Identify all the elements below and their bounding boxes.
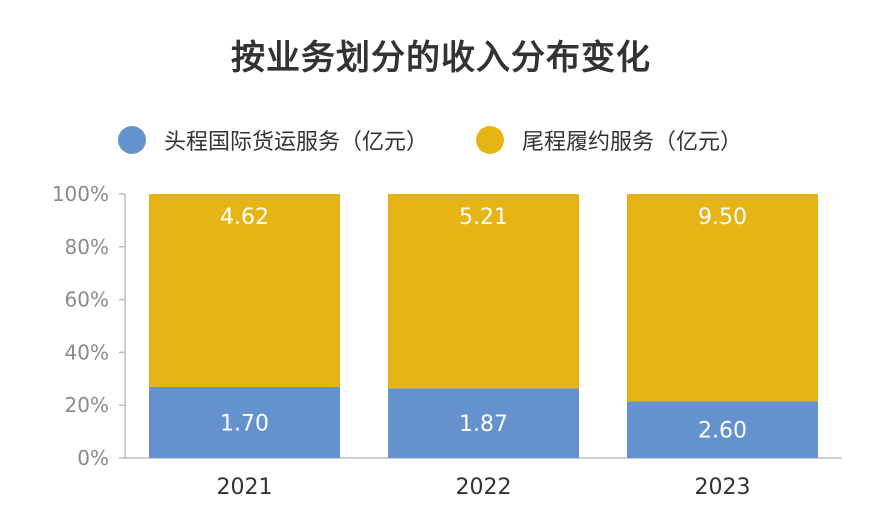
legend-swatch-last-mile (476, 126, 504, 154)
x-tick-label: 2022 (456, 475, 512, 500)
bar-segment (149, 194, 340, 387)
chart-title: 按业务划分的收入分布变化 (231, 38, 651, 78)
y-tick-label: 0% (77, 446, 109, 470)
legend-label-last-mile: 尾程履约服务（亿元） (522, 130, 743, 155)
legend-item-last-mile: 尾程履约服务（亿元） (476, 120, 742, 160)
y-tick-label: 60% (65, 288, 109, 312)
legend-swatch-first-mile (118, 126, 146, 154)
data-label: 2.60 (698, 419, 747, 444)
bar-segment (149, 386, 340, 458)
data-label: 5.21 (459, 205, 508, 230)
data-label: 1.70 (220, 411, 269, 436)
y-tick-label: 20% (65, 393, 109, 417)
data-label: 4.62 (220, 205, 269, 230)
y-tick-label: 80% (65, 235, 109, 259)
bar-segment (388, 194, 579, 389)
y-tick-label: 100% (52, 182, 109, 206)
y-tick-label: 40% (65, 340, 109, 364)
legend-item-first-mile: 头程国际货运服务（亿元） (118, 120, 428, 160)
data-label: 1.87 (459, 412, 508, 437)
data-label: 9.50 (698, 205, 747, 230)
bar-segment (388, 388, 579, 458)
bar-segment (627, 401, 818, 458)
bar-segment (627, 194, 818, 402)
x-tick-label: 2023 (695, 475, 751, 500)
legend: 头程国际货运服务（亿元） 尾程履约服务（亿元） (0, 120, 882, 160)
legend-label-first-mile: 头程国际货运服务（亿元） (164, 130, 429, 155)
x-tick-label: 2021 (217, 475, 273, 500)
